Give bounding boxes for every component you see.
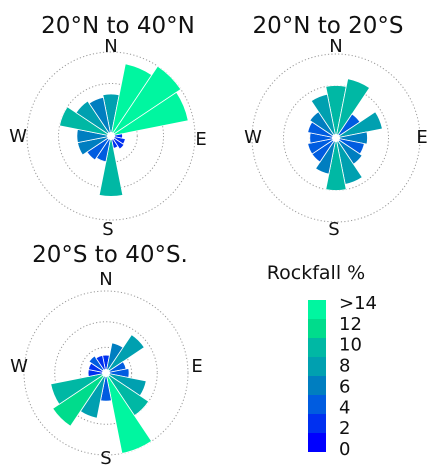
- colorbar-segment-5: [308, 376, 326, 395]
- rose-title: 20°N to 40°N: [41, 13, 195, 39]
- colorbar-segment-7: [308, 414, 326, 433]
- colorbar-segment-6: [308, 395, 326, 414]
- direction-label-w: W: [10, 356, 28, 377]
- direction-label-w: W: [244, 127, 262, 148]
- polar-grid-rings: [23, 290, 189, 456]
- direction-label-n: N: [104, 36, 117, 57]
- rose-center-hub: [102, 369, 110, 377]
- polar-ring-3: [26, 51, 196, 221]
- rose-bar-180: [325, 137, 347, 191]
- rose-bar-90: [335, 131, 368, 145]
- rose-bar-45: [110, 65, 182, 137]
- rose-bar-247-5: [307, 137, 337, 155]
- rose-bar-337-5: [88, 96, 112, 137]
- rose-panel-20s-40s: 20°S to 40°S. N E S W: [10, 242, 203, 467]
- direction-label-e: E: [191, 356, 202, 377]
- rose-center-hub: [107, 132, 115, 140]
- colorbar-tick-label: 4: [339, 397, 350, 418]
- rose-bar-22-5: [335, 78, 371, 139]
- rose-panel-20n-40n: 20°N to 40°N N E S W: [9, 13, 207, 240]
- colorbar-tick-label: 6: [339, 376, 350, 397]
- direction-label-n: N: [99, 269, 112, 290]
- rose-title: 20°S to 40°S.: [32, 242, 188, 268]
- colorbar-tick-label: >14: [339, 293, 377, 314]
- rose-bar-67-5: [335, 111, 383, 139]
- colorbar-segment-1: [308, 300, 326, 319]
- colorbar: [308, 300, 326, 452]
- rose-bar-315: [88, 355, 107, 374]
- rose-bar-247-5: [50, 372, 107, 405]
- colorbar-segment-8: [308, 433, 326, 452]
- rose-bars: [50, 334, 153, 454]
- rose-bars: [307, 78, 383, 191]
- rose-bar-315: [75, 100, 112, 137]
- rose-bar-45: [105, 334, 145, 374]
- rose-bar-225: [52, 372, 107, 427]
- colorbar-segment-4: [308, 357, 326, 376]
- polar-ring-3: [251, 53, 421, 223]
- direction-label-s: S: [102, 219, 113, 240]
- colorbar-tick-label: 0: [339, 439, 350, 460]
- colorbar-tick-label: 10: [339, 335, 362, 356]
- rose-panel-20n-20s: 20°N to 20°S N E S W: [244, 13, 428, 240]
- direction-label-s: S: [100, 448, 111, 467]
- rose-bar-67-5: [110, 91, 189, 137]
- colorbar-segment-2: [308, 319, 326, 338]
- rose-bar-337-5: [310, 93, 337, 139]
- legend-title: Rockfall %: [267, 262, 365, 284]
- rose-center-hub: [332, 134, 340, 142]
- colorbar-tick-label: 2: [339, 418, 350, 439]
- colorbar-tick-label: 8: [339, 356, 350, 377]
- rose-bars: [59, 63, 189, 197]
- polar-ring-2: [54, 321, 158, 425]
- direction-label-e: E: [195, 129, 206, 150]
- rose-bar-135: [110, 135, 125, 150]
- colorbar-tick-label: 12: [339, 314, 362, 335]
- rose-bar-180: [98, 135, 124, 197]
- polar-ring-3: [23, 290, 189, 456]
- colorbar-segment-3: [308, 338, 326, 357]
- rose-bar-157-5: [105, 372, 153, 454]
- direction-label-e: E: [416, 127, 427, 148]
- rose-title: 20°N to 20°S: [252, 13, 403, 39]
- polar-ring-1: [79, 346, 133, 400]
- rose-bar-292-5: [59, 106, 112, 137]
- direction-label-s: S: [328, 219, 339, 240]
- rose-bar-202-5: [315, 137, 337, 175]
- direction-label-n: N: [329, 36, 342, 57]
- rose-bar-337-5: [95, 354, 107, 374]
- direction-label-w: W: [9, 126, 27, 147]
